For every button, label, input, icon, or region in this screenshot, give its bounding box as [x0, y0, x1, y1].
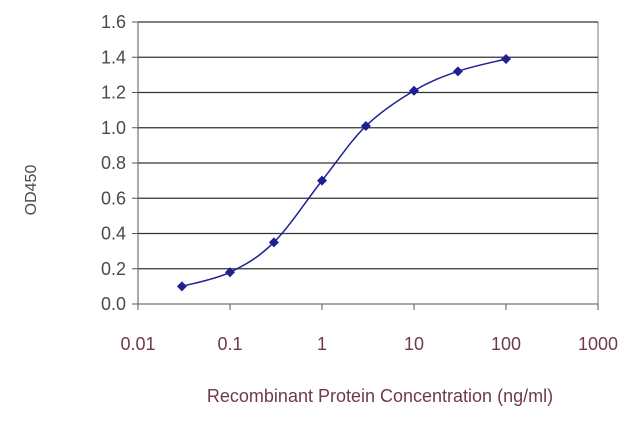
data-point [225, 267, 235, 278]
x-axis-label: Recombinant Protein Concentration (ng/ml… [207, 386, 553, 406]
y-tick-label: 1.6 [101, 12, 126, 32]
data-point [409, 85, 419, 96]
x-tick-label: 1000 [578, 334, 618, 354]
y-tick-label: 0.0 [101, 294, 126, 314]
y-axis-label: OD450 [23, 165, 40, 216]
data-point [317, 175, 327, 186]
x-axis: 0.01 0.1 1 10 100 1000 [120, 303, 618, 354]
y-axis: 0.0 0.2 0.4 0.6 0.8 1.0 1.2 1.4 1.6 [101, 12, 139, 314]
x-tick-label: 0.1 [217, 334, 242, 354]
data-point [360, 120, 371, 131]
y-tick-label: 1.4 [101, 47, 126, 67]
y-tick-label: 0.4 [101, 224, 126, 244]
data-point [452, 66, 463, 77]
x-tick-label: 1 [317, 334, 327, 354]
y-tick-label: 0.2 [101, 259, 126, 279]
data-point [176, 281, 187, 292]
x-tick-label: 0.01 [120, 334, 155, 354]
y-tick-label: 0.8 [101, 153, 126, 173]
y-tick-label: 0.6 [101, 188, 126, 208]
x-tick-label: 10 [404, 334, 424, 354]
series-line [181, 58, 507, 288]
x-tick-label: 100 [491, 334, 521, 354]
y-tick-label: 1.2 [101, 83, 126, 103]
data-point [268, 237, 279, 248]
y-tick-label: 1.0 [101, 118, 126, 138]
data-point [501, 54, 511, 65]
series-layer [176, 54, 511, 292]
